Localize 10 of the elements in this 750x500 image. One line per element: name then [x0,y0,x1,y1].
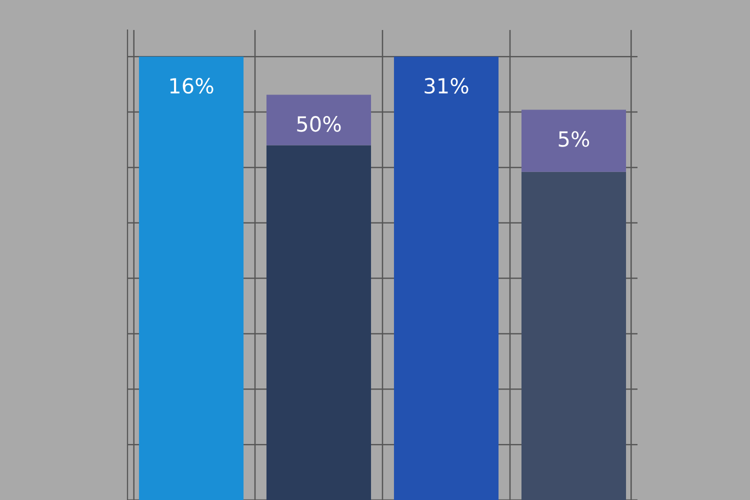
annotation: 5% [558,131,590,147]
bar [521,110,626,172]
annotation: 50% [297,116,341,132]
bar [138,56,244,500]
annotation: 16% [170,78,214,94]
bar [266,145,372,500]
bar [521,172,626,500]
bar [266,94,372,146]
annotation: 31% [424,78,468,94]
bar [394,56,499,500]
